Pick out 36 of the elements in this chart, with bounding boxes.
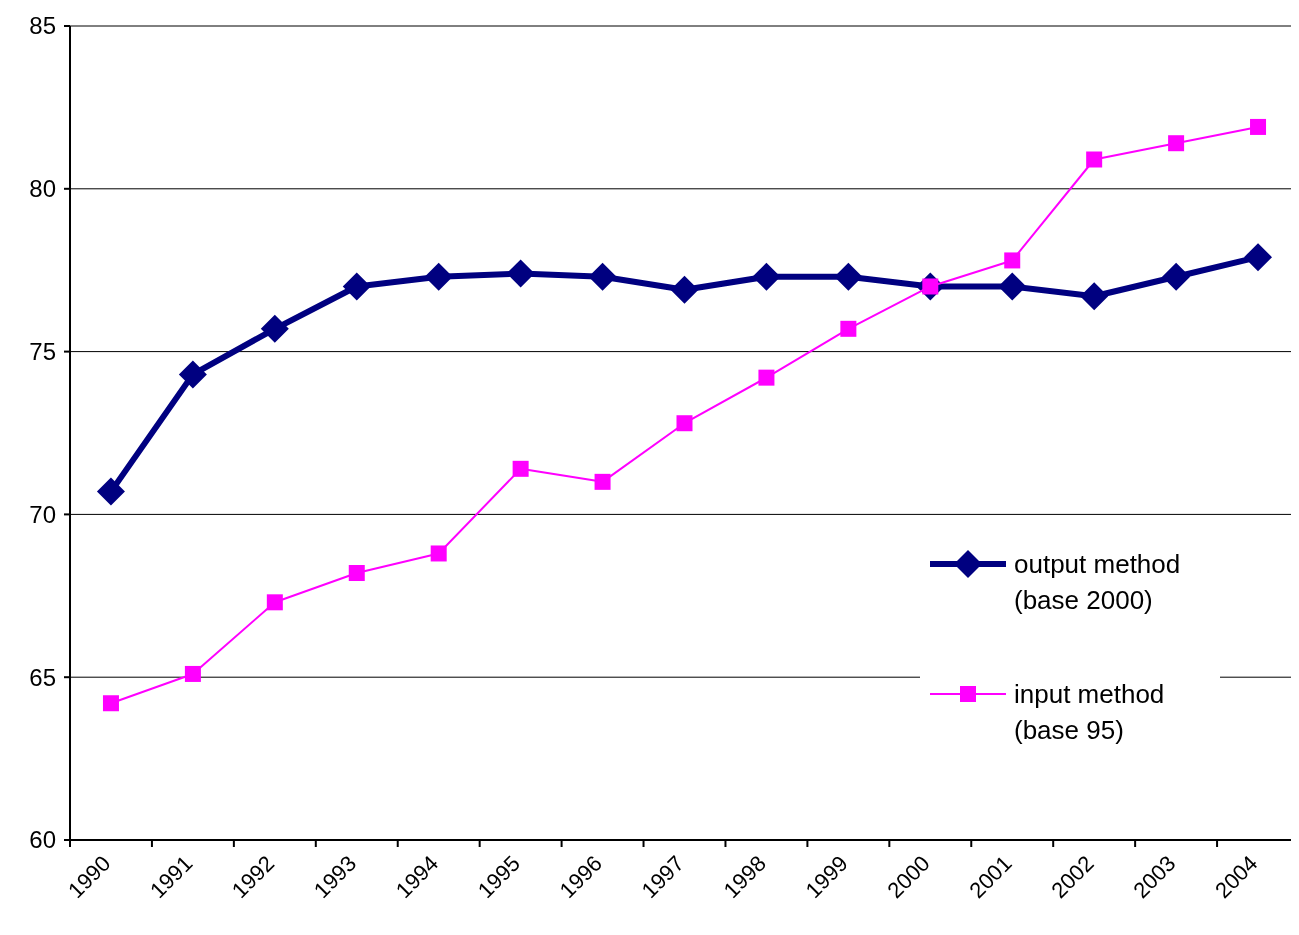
point (424, 262, 453, 291)
y-tick-label: 80 (29, 175, 56, 203)
y-tick-label: 70 (29, 500, 56, 528)
point (834, 262, 863, 291)
point (342, 272, 371, 301)
point (102, 695, 119, 712)
point (348, 565, 365, 582)
point (506, 259, 535, 288)
legend-label: output method (base 2000) (1014, 549, 1181, 616)
point (1168, 135, 1185, 152)
point (758, 369, 775, 386)
y-tick-label: 60 (29, 826, 56, 854)
point (96, 477, 125, 506)
point (430, 545, 447, 562)
point (178, 360, 207, 389)
y-tick-label: 85 (29, 12, 56, 40)
point (1162, 262, 1191, 291)
point (512, 460, 529, 477)
point (594, 473, 611, 490)
point (676, 415, 693, 432)
point (1004, 252, 1021, 269)
point (840, 320, 857, 337)
point (1244, 243, 1273, 272)
point (1080, 282, 1109, 311)
legend-label: input method (base 95) (1014, 679, 1165, 746)
point (752, 262, 781, 291)
point (1086, 151, 1103, 168)
point (260, 314, 289, 343)
point (998, 272, 1027, 301)
point (266, 594, 283, 611)
point (588, 262, 617, 291)
point (1250, 118, 1267, 135)
point (670, 275, 699, 304)
y-tick-label: 65 (29, 663, 56, 691)
y-tick-label: 75 (29, 338, 56, 365)
point (184, 665, 201, 682)
